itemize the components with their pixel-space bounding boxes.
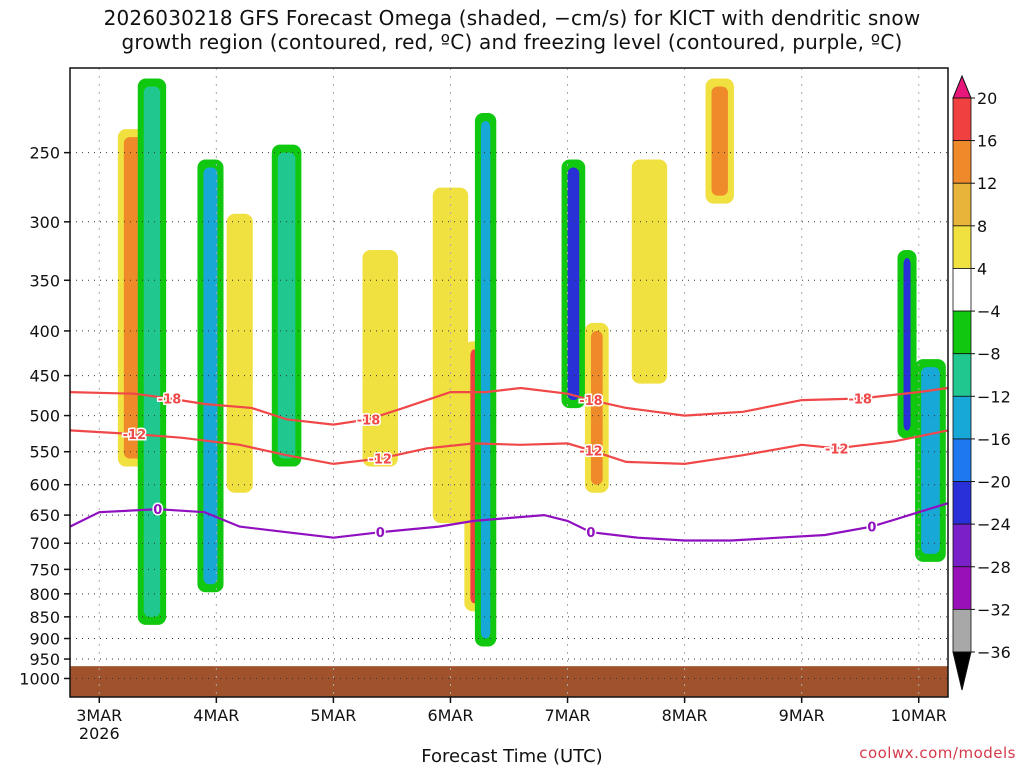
x-tick-label: 3MAR bbox=[76, 706, 122, 725]
contour-label: -18 bbox=[357, 413, 381, 428]
colorbar-label: −24 bbox=[977, 515, 1011, 534]
omega-cell bbox=[277, 152, 296, 459]
contour-label: -18 bbox=[848, 392, 872, 407]
colorbar-label: −32 bbox=[977, 600, 1011, 619]
y-tick-label: 350 bbox=[29, 271, 60, 290]
omega-cell bbox=[368, 257, 392, 459]
contour-label: 0 bbox=[376, 526, 385, 541]
omega-cell bbox=[921, 367, 940, 554]
colorbar-label: 12 bbox=[977, 174, 997, 193]
colorbar-label: −20 bbox=[977, 473, 1011, 492]
colorbar-label: −36 bbox=[977, 643, 1011, 662]
title-line-1: 2026030218 GFS Forecast Omega (shaded, −… bbox=[103, 6, 921, 30]
contour-label: -12 bbox=[368, 453, 392, 468]
y-tick-label: 450 bbox=[29, 367, 60, 386]
y-tick-label: 950 bbox=[29, 650, 60, 669]
colorbar-swatch bbox=[952, 140, 972, 184]
x-tick-label: 7MAR bbox=[545, 706, 591, 725]
colorbar-swatch bbox=[952, 523, 972, 568]
contour-line-2 bbox=[69, 502, 949, 542]
colorbar-label: 20 bbox=[977, 89, 997, 108]
contour-label: -18 bbox=[579, 394, 603, 409]
colorbar: 20 16 12 8 4 −4 −8 −12 −16 −20 −24 −28 −32 −36 bbox=[952, 74, 1011, 691]
colorbar-label: 16 bbox=[977, 132, 997, 151]
contour-label: 0 bbox=[586, 526, 595, 541]
omega-cell bbox=[232, 221, 247, 485]
omega-cell bbox=[711, 86, 728, 196]
title-line-2: growth region (contoured, red, ºC) and f… bbox=[121, 30, 903, 54]
source-credit[interactable]: coolwx.com/models bbox=[859, 744, 1016, 762]
colorbar-swatch bbox=[952, 353, 972, 397]
x-tick-label: 9MAR bbox=[779, 706, 825, 725]
contour-line-1 bbox=[69, 429, 949, 466]
colorbar-swatch bbox=[952, 438, 972, 482]
colorbar-swatch bbox=[952, 310, 972, 355]
colorbar-swatch bbox=[952, 481, 972, 525]
colorbar-swatch bbox=[952, 608, 972, 653]
colorbar-swatch bbox=[952, 566, 972, 610]
omega-shading bbox=[117, 78, 946, 647]
y-tick-label: 1000 bbox=[19, 669, 60, 688]
contour-line-0 bbox=[69, 386, 949, 426]
x-tick-label: 8MAR bbox=[662, 706, 708, 725]
omega-cell bbox=[590, 330, 603, 485]
x-tick-label: 5MAR bbox=[310, 706, 356, 725]
y-tick-label: 700 bbox=[29, 534, 60, 553]
x-tick-label: 10MAR bbox=[891, 706, 947, 725]
x-tick-label: 4MAR bbox=[193, 706, 239, 725]
y-tick-label: 550 bbox=[29, 443, 60, 462]
omega-cell bbox=[203, 167, 218, 585]
contour-label: -12 bbox=[825, 442, 849, 457]
colorbar-bottom-arrow bbox=[952, 651, 972, 691]
x-year-label: 2026 bbox=[79, 724, 120, 743]
y-tick-label: 600 bbox=[29, 476, 60, 495]
ground-surface bbox=[70, 666, 948, 697]
colorbar-label: 4 bbox=[977, 259, 987, 278]
colorbar-swatch bbox=[952, 97, 972, 142]
y-tick-label: 300 bbox=[29, 213, 60, 232]
contour-label: 0 bbox=[153, 503, 162, 518]
omega-cell bbox=[438, 195, 463, 516]
omega-cell bbox=[567, 167, 580, 401]
y-tick-label: 250 bbox=[29, 144, 60, 163]
contour-label: -18 bbox=[158, 392, 182, 407]
colorbar-label: −16 bbox=[977, 430, 1011, 449]
y-tick-label: 850 bbox=[29, 608, 60, 627]
colorbar-label: −12 bbox=[977, 387, 1011, 406]
y-tick-label: 900 bbox=[29, 630, 60, 649]
y-tick-label: 750 bbox=[29, 560, 60, 579]
chart-title: 2026030218 GFS Forecast Omega (shaded, −… bbox=[0, 6, 1024, 54]
y-tick-label: 800 bbox=[29, 585, 60, 604]
contour-label: 0 bbox=[867, 521, 876, 536]
contour-label: -12 bbox=[579, 444, 603, 459]
colorbar-label: −8 bbox=[977, 345, 1001, 364]
x-axis-label: Forecast Time (UTC) bbox=[421, 746, 603, 767]
y-tick-label: 400 bbox=[29, 322, 60, 341]
plot-frame bbox=[69, 67, 949, 698]
y-tick-label: 650 bbox=[29, 506, 60, 525]
colorbar-label: −28 bbox=[977, 558, 1011, 577]
y-tick-label: 500 bbox=[29, 407, 60, 426]
contour-label: -12 bbox=[123, 428, 147, 443]
colorbar-label: 8 bbox=[977, 217, 987, 236]
x-tick-label: 6MAR bbox=[427, 706, 473, 725]
colorbar-swatch bbox=[952, 268, 972, 312]
colorbar-top-arrow bbox=[952, 74, 972, 99]
colorbar-label: −4 bbox=[977, 302, 1001, 321]
omega-cell bbox=[143, 86, 161, 617]
omega-cell bbox=[903, 257, 911, 431]
colorbar-swatch bbox=[952, 182, 972, 227]
colorbar-swatch bbox=[952, 395, 972, 440]
omega-cell bbox=[637, 167, 662, 376]
grid-lines bbox=[70, 68, 948, 697]
omega-cell bbox=[480, 121, 491, 639]
colorbar-swatch bbox=[952, 225, 972, 269]
